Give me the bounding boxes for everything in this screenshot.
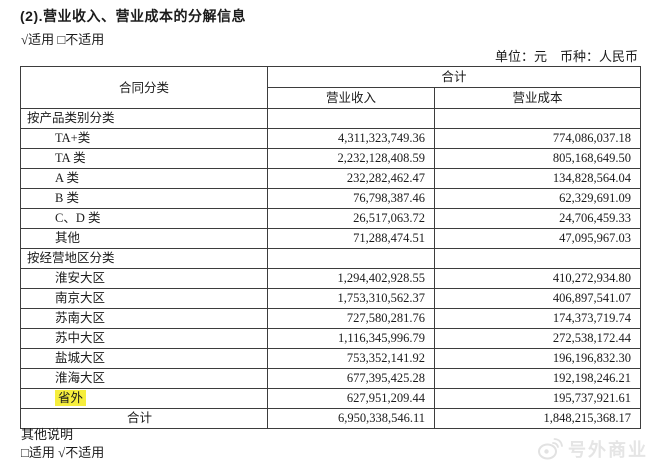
cost-cell (433, 108, 642, 129)
row-label-cell: 南京大区 (20, 288, 268, 309)
header-classification: 合同分类 (20, 66, 268, 109)
cost-cell: 196,196,832.30 (433, 348, 642, 369)
table-row: TA 类 2,232,128,408.59 805,168,649.50 (20, 148, 642, 169)
table-row: 其他 71,288,474.51 47,095,967.03 (20, 228, 642, 249)
cost-cell: 410,272,934.80 (433, 268, 642, 289)
table-row: 淮海大区 677,395,425.28 192,198,246.21 (20, 368, 642, 389)
revenue-cell: 1,753,310,562.37 (267, 288, 435, 309)
row-label-cell: 苏中大区 (20, 328, 268, 349)
cost-cell: 174,373,719.74 (433, 308, 642, 329)
table-row: 按经营地区分类 (20, 248, 642, 269)
row-label-cell: 淮安大区 (20, 268, 268, 289)
table-row-highlighted: 省外 627,951,209.44 195,737,921.61 (20, 388, 642, 409)
row-label-cell: TA+类 (20, 128, 268, 149)
row-label-cell: C、D 类 (20, 208, 268, 229)
header-cost-column: 营业成本 (433, 87, 642, 109)
revenue-cell (267, 108, 435, 129)
highlighted-label: 省外 (55, 390, 87, 406)
table-row: 苏南大区 727,580,281.76 174,373,719.74 (20, 308, 642, 329)
revenue-cell: 1,294,402,928.55 (267, 268, 435, 289)
row-label-cell: A 类 (20, 168, 268, 189)
revenue-cell: 6,950,338,546.11 (267, 408, 435, 429)
revenue-cell: 26,517,063.72 (267, 208, 435, 229)
cost-cell: 272,538,172.44 (433, 328, 642, 349)
cost-cell: 62,329,691.09 (433, 188, 642, 209)
revenue-cell: 76,798,387.46 (267, 188, 435, 209)
revenue-cell: 627,951,209.44 (267, 388, 435, 409)
row-label-cell: 淮海大区 (20, 368, 268, 389)
revenue-cell: 232,282,462.47 (267, 168, 435, 189)
watermark: 号外商业 (537, 436, 648, 462)
table-row: A 类 232,282,462.47 134,828,564.04 (20, 168, 642, 189)
table-row: B 类 76,798,387.46 62,329,691.09 (20, 188, 642, 209)
table-row: 盐城大区 753,352,141.92 196,196,832.30 (20, 348, 642, 369)
row-label-cell: 按经营地区分类 (20, 248, 268, 269)
row-label-cell: 苏南大区 (20, 308, 268, 329)
revenue-cell: 677,395,425.28 (267, 368, 435, 389)
currency-unit-note: 单位：元 币种：人民币 (494, 49, 638, 64)
applicability-statement-bottom: □适用 √不适用 (21, 445, 105, 460)
table-row: 苏中大区 1,116,345,996.79 272,538,172.44 (20, 328, 642, 349)
cost-cell: 774,086,037.18 (433, 128, 642, 149)
cost-cell: 195,737,921.61 (433, 388, 642, 409)
other-note-title: 其他说明 (21, 427, 74, 442)
row-label-cell: 合计 (20, 408, 268, 429)
cost-cell: 134,828,564.04 (433, 168, 642, 189)
table-row: 按产品类别分类 (20, 108, 642, 129)
cost-cell: 47,095,967.03 (433, 228, 642, 249)
revenue-cell: 1,116,345,996.79 (267, 328, 435, 349)
section-title: (2).营业收入、营业成本的分解信息 (20, 8, 246, 24)
cost-cell: 805,168,649.50 (433, 148, 642, 169)
cost-cell: 24,706,459.33 (433, 208, 642, 229)
revenue-cell: 2,232,128,408.59 (267, 148, 435, 169)
revenue-cell (267, 248, 435, 269)
applicability-statement-top: √适用 □不适用 (21, 32, 105, 47)
header-total-group: 合计 (266, 66, 642, 88)
row-label-cell: 盐城大区 (20, 348, 268, 369)
cost-cell: 406,897,541.07 (433, 288, 642, 309)
table-row: TA+类 4,311,323,749.36 774,086,037.18 (20, 128, 642, 149)
table-row: C、D 类 26,517,063.72 24,706,459.33 (20, 208, 642, 229)
revenue-cell: 753,352,141.92 (267, 348, 435, 369)
row-label-cell: TA 类 (20, 148, 268, 169)
weibo-logo-icon (537, 437, 563, 461)
table-header-row-1: 合同分类 合计 (20, 66, 642, 109)
cost-cell: 1,848,215,368.17 (433, 408, 642, 429)
row-label-cell: 其他 (20, 228, 268, 249)
table-row: 淮安大区 1,294,402,928.55 410,272,934.80 (20, 268, 642, 289)
revenue-cell: 727,580,281.76 (267, 308, 435, 329)
row-label-cell: 按产品类别分类 (20, 108, 268, 129)
header-revenue-column: 营业收入 (267, 87, 435, 109)
revenue-cell: 4,311,323,749.36 (267, 128, 435, 149)
table-row-total: 合计 6,950,338,546.11 1,848,215,368.17 (20, 408, 642, 429)
revenue-cell: 71,288,474.51 (267, 228, 435, 249)
row-label-cell: 省外 (20, 388, 268, 409)
cost-cell: 192,198,246.21 (433, 368, 642, 389)
watermark-text: 号外商业 (568, 440, 648, 460)
table-row: 南京大区 1,753,310,562.37 406,897,541.07 (20, 288, 642, 309)
cost-cell (433, 248, 642, 269)
row-label-cell: B 类 (20, 188, 268, 209)
revenue-cost-breakdown-table: 合同分类 合计 营业收入 营业成本 按产品类别分类 TA+类 4,311,323… (20, 66, 642, 429)
